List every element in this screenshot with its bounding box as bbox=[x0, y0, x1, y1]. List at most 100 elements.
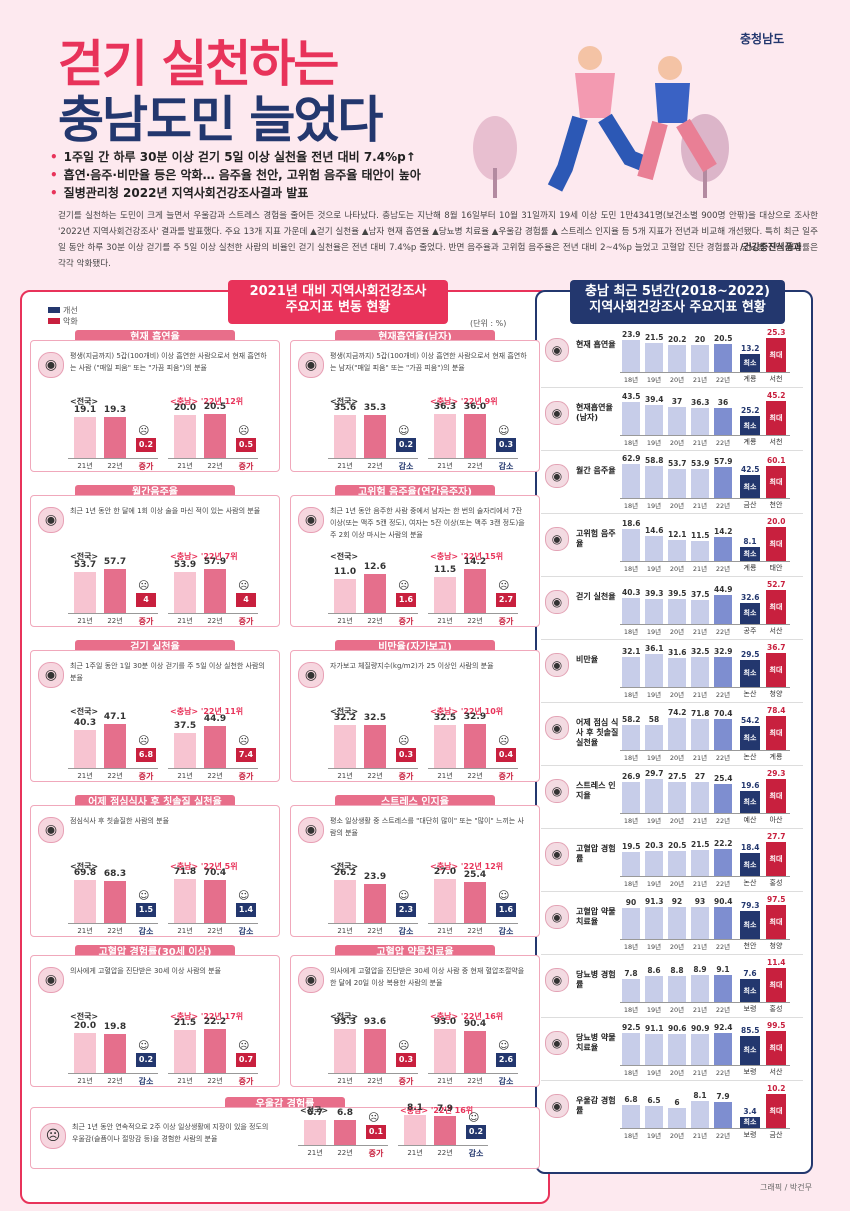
indicator-card: 현재 흡연율 ◉ 평생(지금까지) 5갑(100개비) 이상 흡연한 사람으로서 현… bbox=[30, 330, 280, 472]
intro-text: 걷기를 실천하는 도민이 크게 늘면서 우울감과 스트레스 경험을 줄어든 것으… bbox=[58, 211, 818, 269]
chart-baseline bbox=[620, 498, 790, 499]
min-value: 18.4 bbox=[741, 843, 760, 853]
indicator-card: 월간음주율 ◉ 최근 1년 동안 한 달에 1회 이상 술을 마신 적이 있는 사람… bbox=[30, 485, 280, 627]
chungnam-group-label: <충남> '22년 15위 bbox=[430, 552, 504, 561]
change-direction: 증가 bbox=[398, 1077, 414, 1086]
face-icon: ☹ bbox=[398, 734, 410, 747]
year-label: 22년 bbox=[715, 376, 731, 384]
year-label: 22년 bbox=[107, 1077, 123, 1085]
bar-value: 37.5 bbox=[173, 720, 197, 731]
bar-19년 bbox=[645, 536, 663, 561]
bar-21 bbox=[404, 1115, 426, 1145]
max-value: 20.0 bbox=[767, 517, 786, 526]
bar-18년 bbox=[622, 724, 640, 750]
bar-20년 bbox=[668, 657, 686, 687]
change-direction: 증가 bbox=[368, 1149, 384, 1158]
min-region: 금산 bbox=[743, 501, 757, 509]
bar-21 bbox=[74, 880, 96, 923]
bar-value: 90.6 bbox=[668, 1024, 687, 1034]
change-direction: 증가 bbox=[238, 617, 254, 626]
year-label: 22년 bbox=[467, 462, 483, 470]
row-separator bbox=[541, 891, 803, 892]
change-badge: 1.4 bbox=[236, 903, 256, 917]
bullet-1: • 1주일 간 하루 30분 이상 걷기 5일 이상 실천율 전년 대비 7.4%… bbox=[50, 150, 416, 164]
face-icon: ☹ bbox=[238, 579, 250, 592]
indicator-icon: ◉ bbox=[298, 967, 324, 993]
bar-22 bbox=[364, 1029, 386, 1073]
bar-20년 bbox=[668, 717, 686, 750]
max-bar bbox=[766, 465, 786, 498]
bar-value: 23.9 bbox=[363, 872, 387, 883]
face-icon: ☺ bbox=[398, 424, 410, 437]
bar-value: 39.5 bbox=[668, 588, 687, 598]
bar-18년 bbox=[622, 852, 640, 876]
year-label: 21년 bbox=[692, 628, 708, 636]
bar-value: 32.5 bbox=[691, 646, 710, 656]
bar-21 bbox=[174, 415, 196, 458]
change-direction: 감소 bbox=[498, 1077, 514, 1086]
bar-18년 bbox=[622, 402, 640, 435]
year-label: 18년 bbox=[623, 1132, 639, 1140]
change-badge: 0.7 bbox=[236, 1053, 256, 1067]
min-region: 보령 bbox=[743, 1005, 757, 1013]
change-badge: 0.3 bbox=[396, 1053, 416, 1067]
legend: 개선 악화 bbox=[48, 305, 78, 327]
bar-21 bbox=[434, 1029, 456, 1073]
year-label: 22년 bbox=[437, 1149, 453, 1157]
chart-baseline bbox=[168, 768, 258, 769]
bar-value: 22.2 bbox=[203, 1017, 227, 1027]
bullet-3: • 질병관리청 2022년 지역사회건강조사결과 발표 bbox=[50, 186, 309, 200]
year-label: 21년 bbox=[337, 617, 353, 625]
year-label: 22년 bbox=[715, 817, 731, 825]
change-badge: 4 bbox=[136, 593, 156, 607]
max-tag: 최대 bbox=[769, 351, 783, 359]
bar-value: 57.9 bbox=[203, 557, 227, 567]
bar-value: 21.5 bbox=[691, 839, 710, 849]
max-bar bbox=[766, 1094, 786, 1128]
chart-baseline bbox=[328, 1073, 418, 1074]
indicator-label: 당뇨병 약물치료율 bbox=[576, 1033, 616, 1052]
max-region: 금산 bbox=[769, 1131, 783, 1139]
year-label: 20년 bbox=[669, 565, 685, 573]
bar-22년 bbox=[714, 783, 732, 813]
bar-21 bbox=[434, 414, 456, 458]
bar-value: 93.3 bbox=[333, 1017, 357, 1028]
max-bar bbox=[766, 968, 786, 1002]
indicator-card: 걷기 실천율 ◉ 최근 1주일 동안 1일 30분 이상 걷기를 주 5일 이상 실… bbox=[30, 640, 280, 782]
max-bar bbox=[766, 779, 786, 813]
chart-baseline bbox=[428, 923, 518, 924]
bar-18년 bbox=[622, 339, 640, 372]
year-label: 21년 bbox=[77, 927, 93, 935]
legend-swatch bbox=[48, 318, 60, 324]
legend-label: 개선 bbox=[63, 306, 78, 315]
bar-21년 bbox=[691, 849, 709, 876]
change-badge: 1.6 bbox=[496, 903, 516, 917]
chart-baseline bbox=[620, 750, 790, 751]
graphic-credit: 그래픽 / 박건무 bbox=[760, 1183, 812, 1192]
year-label: 21년 bbox=[337, 927, 353, 935]
bar-value: 20.3 bbox=[645, 841, 664, 851]
indicator-icon: ◉ bbox=[545, 779, 569, 803]
indicator-label: 스트레스 인지율 bbox=[576, 781, 616, 800]
min-tag: 최소 bbox=[743, 860, 757, 869]
max-bar bbox=[766, 338, 786, 372]
bar-21 bbox=[174, 572, 196, 613]
title-line: 2021년 대비 지역사회건강조사 bbox=[249, 284, 427, 299]
year-label: 22년 bbox=[467, 772, 483, 780]
min-value: 8.1 bbox=[743, 537, 757, 547]
card-description: 최근 1년 동안 연속적으로 2주 이상 일상생활에 지장이 있을 정도의 우울… bbox=[72, 1123, 269, 1143]
indicator-label: 어제 점심 식사 후 칫솔질 실천율 bbox=[576, 718, 619, 747]
year-label: 18년 bbox=[623, 628, 639, 636]
min-region: 계룡 bbox=[743, 375, 757, 383]
year-label: 22년 bbox=[467, 927, 483, 935]
min-region: 천안 bbox=[743, 942, 757, 950]
year-label: 21년 bbox=[692, 1069, 708, 1077]
year-label: 20년 bbox=[669, 691, 685, 699]
card-description: 의사에게 고혈압을 진단받은 30세 이상 사람의 분율 bbox=[70, 967, 222, 975]
card-description: 점심식사 후 칫솔질한 사람의 분율 bbox=[70, 817, 170, 825]
max-bar bbox=[766, 653, 786, 687]
indicator-icon: ◉ bbox=[545, 1094, 569, 1118]
legend-label: 악화 bbox=[63, 317, 78, 326]
bar-19년 bbox=[645, 907, 663, 939]
change-badge: 1.6 bbox=[396, 593, 416, 607]
